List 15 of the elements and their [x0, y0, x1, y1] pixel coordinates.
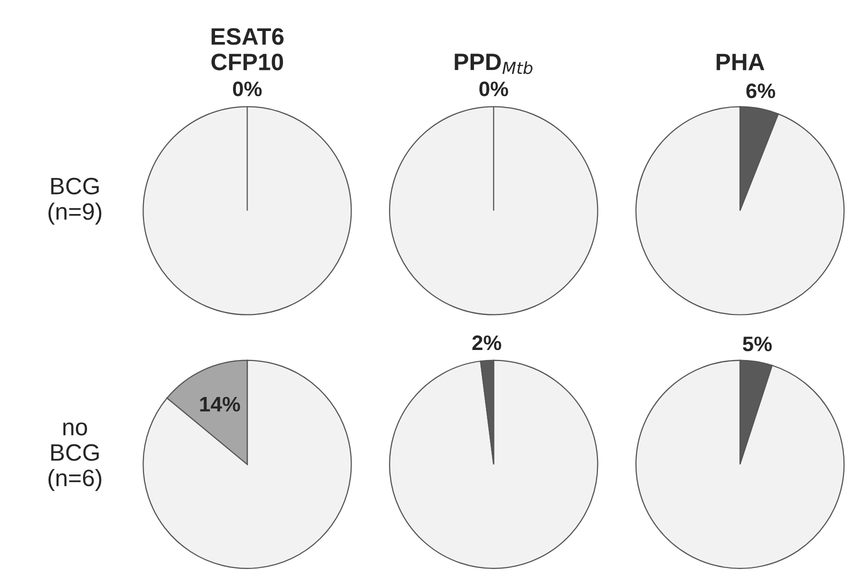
text: no BCG (n=6): [48, 422, 102, 491]
chart-title: ESAT6 CFP10: [211, 28, 284, 70]
chart-title: PHA: [716, 54, 764, 70]
text: 0%: [479, 82, 508, 96]
pie-slice: [635, 106, 845, 316]
data-label: 2%: [472, 335, 502, 350]
data-label: 5%: [742, 336, 772, 352]
chart-title: PPD$_{Mtb}$: [454, 54, 532, 74]
data-label: 14%: [200, 396, 240, 412]
text: 0%: [232, 82, 262, 96]
pie-slice: [389, 360, 598, 569]
pie-slice: [635, 360, 845, 569]
pie-slice: [142, 360, 352, 569]
data-label: 6%: [746, 83, 776, 98]
text: BCG (n=9): [48, 178, 102, 225]
